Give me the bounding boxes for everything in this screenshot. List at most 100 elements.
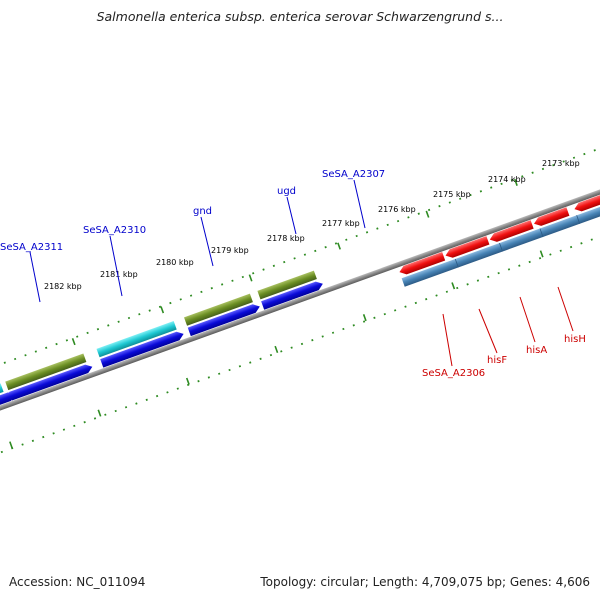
minor-tick xyxy=(376,227,379,230)
outer-scale-ruler xyxy=(3,149,596,364)
major-tick xyxy=(362,314,367,322)
gene-segment[interactable] xyxy=(96,321,177,358)
forward-gene-label[interactable]: SeSA_A2307 xyxy=(322,169,385,180)
gene-arrow[interactable] xyxy=(187,302,262,337)
minor-tick xyxy=(231,279,234,282)
minor-tick xyxy=(259,357,262,360)
forward-gene-label[interactable]: SeSA_A2310 xyxy=(83,225,146,236)
minor-tick xyxy=(559,249,562,252)
minor-tick xyxy=(352,324,355,327)
minor-tick xyxy=(269,353,273,357)
gene-arrow[interactable] xyxy=(532,207,570,228)
minor-tick xyxy=(324,246,327,249)
minor-tick xyxy=(249,361,252,364)
minor-tick xyxy=(569,245,573,249)
gene-segment[interactable] xyxy=(184,293,253,326)
minor-tick xyxy=(117,320,120,323)
gene-segment[interactable] xyxy=(401,191,600,287)
gene-arrow[interactable] xyxy=(100,330,185,368)
minor-tick xyxy=(93,417,97,420)
gene-arrow[interactable] xyxy=(261,280,324,310)
minor-tick xyxy=(331,331,335,334)
gene-boundary xyxy=(539,228,544,238)
minor-tick xyxy=(21,443,24,446)
minor-tick xyxy=(218,372,221,375)
gene-arrow[interactable] xyxy=(488,220,534,244)
minor-tick xyxy=(393,309,397,312)
minor-tick xyxy=(404,305,407,308)
minor-tick xyxy=(303,253,307,256)
reverse-gene-label[interactable]: hisH xyxy=(564,334,586,345)
minor-tick xyxy=(114,409,117,413)
reverse-gene-label[interactable]: SeSA_A2306 xyxy=(422,368,485,379)
minor-tick xyxy=(334,242,338,245)
minor-tick xyxy=(13,357,17,361)
minor-tick xyxy=(135,402,138,405)
forward-gene-label[interactable]: gnd xyxy=(193,206,212,217)
minor-tick xyxy=(290,346,293,349)
minor-tick xyxy=(531,171,534,174)
major-tick xyxy=(97,409,102,417)
minor-tick xyxy=(228,368,231,372)
major-tick xyxy=(160,306,165,314)
label-leader-line xyxy=(200,216,214,267)
minor-tick xyxy=(541,167,545,171)
minor-tick xyxy=(355,234,358,238)
major-tick xyxy=(185,377,190,385)
reverse-gene-label[interactable]: hisF xyxy=(487,355,507,366)
minor-tick xyxy=(479,190,483,193)
forward-gene-label[interactable]: ugd xyxy=(277,186,296,197)
minor-tick xyxy=(487,275,490,279)
scale-tick-label: 2173 kbp xyxy=(542,159,580,168)
reverse-gene-label[interactable]: hisA xyxy=(526,345,547,356)
forward-strand-genes xyxy=(0,270,324,426)
major-tick xyxy=(274,345,279,353)
minor-tick xyxy=(528,260,531,264)
minor-tick xyxy=(476,279,480,282)
minor-tick xyxy=(127,316,131,320)
minor-tick xyxy=(166,391,169,394)
gene-segment[interactable] xyxy=(257,270,317,300)
minor-tick xyxy=(145,398,148,401)
minor-tick xyxy=(562,160,565,163)
gene-arrow[interactable] xyxy=(573,180,600,214)
gene-segment[interactable] xyxy=(5,353,87,391)
minor-tick xyxy=(210,287,213,290)
gene-arrow[interactable] xyxy=(444,236,490,260)
minor-tick xyxy=(189,294,193,297)
minor-tick xyxy=(507,268,511,271)
minor-tick xyxy=(549,253,552,256)
scale-tick-label: 2174 kbp xyxy=(488,175,526,184)
minor-tick xyxy=(283,260,286,264)
scale-tick-label: 2178 kbp xyxy=(267,234,305,243)
minor-tick xyxy=(445,290,449,293)
minor-tick xyxy=(0,450,4,454)
minor-tick xyxy=(466,283,469,286)
minor-tick xyxy=(396,219,400,223)
gene-arrow[interactable] xyxy=(8,363,94,401)
scale-tick-label: 2176 kbp xyxy=(378,205,416,214)
minor-tick xyxy=(373,316,376,319)
minor-tick xyxy=(65,339,69,342)
minor-tick xyxy=(169,301,172,305)
minor-tick xyxy=(362,320,366,323)
minor-tick xyxy=(3,361,6,364)
label-leader-line xyxy=(286,196,297,235)
major-tick xyxy=(425,210,430,218)
minor-tick xyxy=(34,350,37,353)
minor-tick xyxy=(314,249,317,253)
minor-tick xyxy=(24,354,27,357)
minor-tick xyxy=(321,335,324,338)
minor-tick xyxy=(510,178,514,182)
minor-tick xyxy=(55,342,58,346)
minor-tick xyxy=(425,298,428,301)
minor-tick xyxy=(280,350,283,353)
map-title: Salmonella enterica subsp. enterica sero… xyxy=(96,9,504,24)
minor-tick xyxy=(176,387,179,390)
minor-tick xyxy=(104,413,107,416)
gene-arrow[interactable] xyxy=(398,252,446,276)
minor-tick xyxy=(207,376,211,379)
minor-tick xyxy=(427,208,431,212)
genome-backbone xyxy=(0,155,600,445)
forward-gene-label[interactable]: SeSA_A2311 xyxy=(0,242,63,253)
